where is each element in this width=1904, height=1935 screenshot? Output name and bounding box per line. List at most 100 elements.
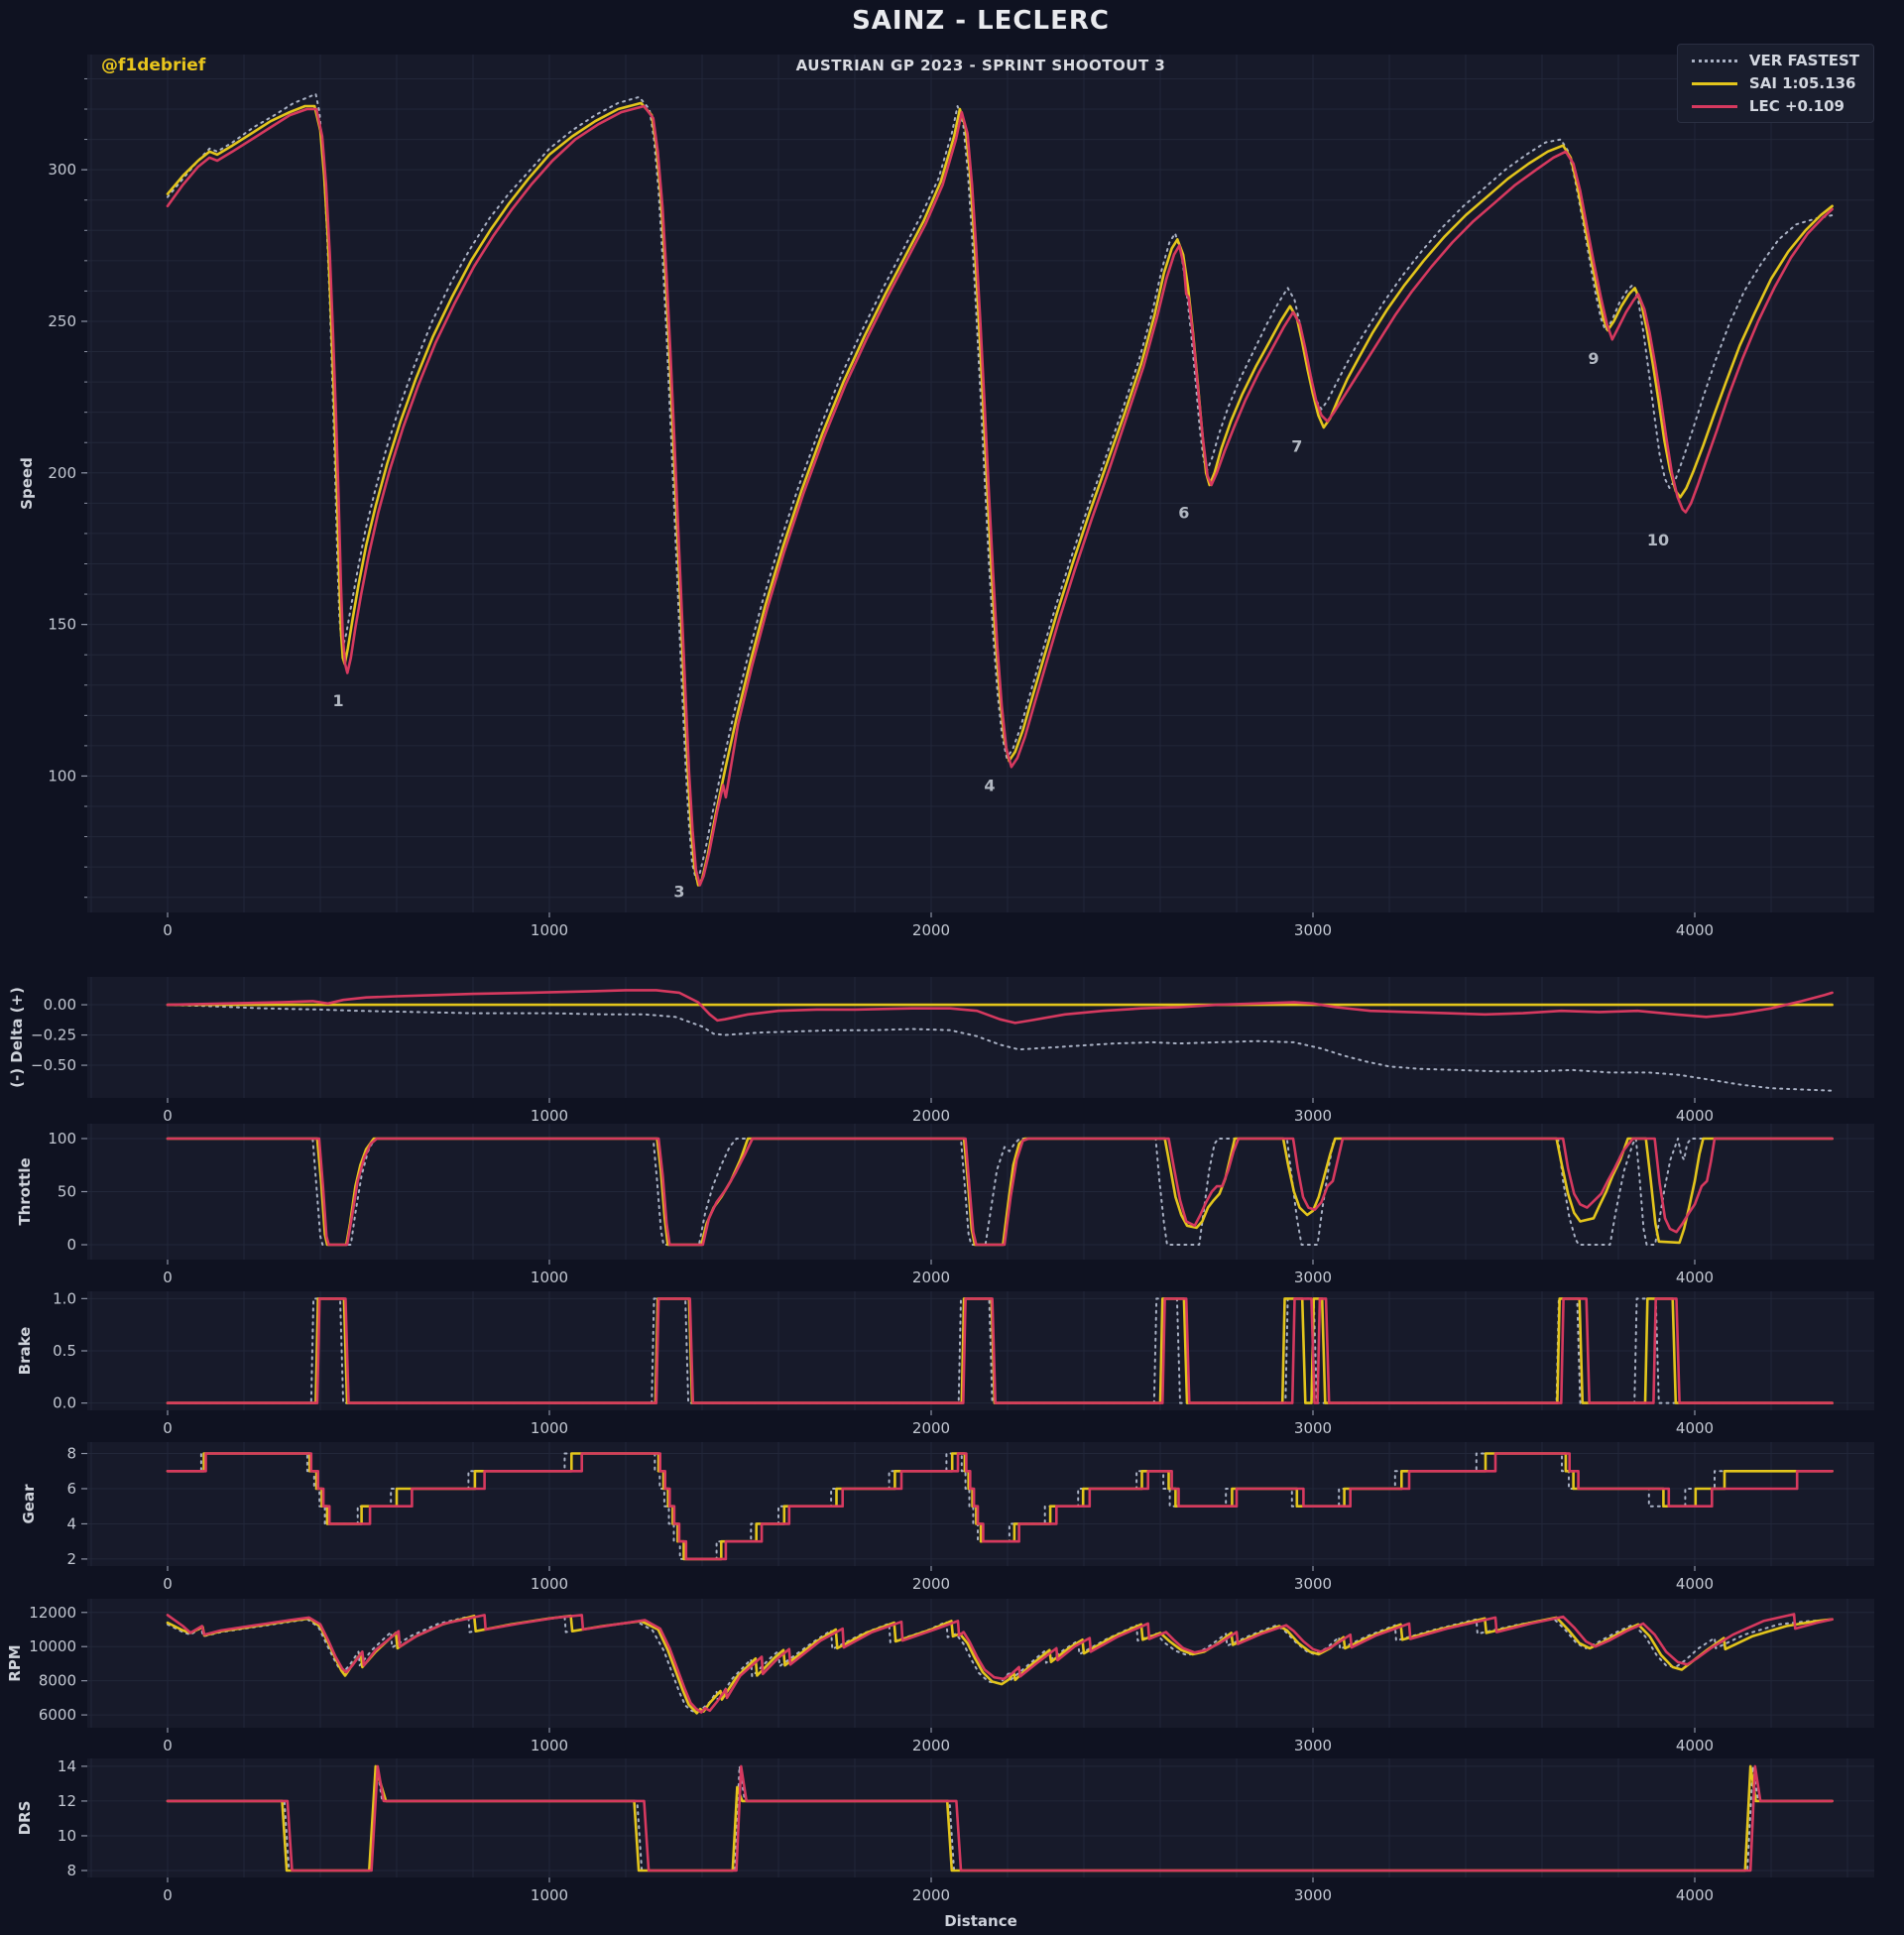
ytick-delta: −0.50 (31, 1056, 76, 1074)
ytick-brake: 0.0 (53, 1394, 76, 1412)
xtick-throttle: 0 (163, 1269, 173, 1286)
xtick-drs: 1000 (531, 1886, 568, 1904)
ytick-gear: 8 (66, 1445, 76, 1463)
ytick-drs: 10 (58, 1827, 76, 1845)
session-subtitle: AUSTRIAN GP 2023 - SPRINT SHOOTOUT 3 (795, 57, 1166, 74)
xtick-rpm: 2000 (912, 1737, 950, 1754)
ver-line-sample-icon (1691, 59, 1737, 62)
xtick-delta: 4000 (1676, 1107, 1714, 1125)
xtick-drs: 3000 (1294, 1886, 1332, 1904)
sai-line-sample-icon (1691, 81, 1737, 85)
xtick-gear: 0 (163, 1575, 173, 1593)
x-axis-title: Distance (944, 1912, 1017, 1930)
series-lec-rpm (166, 1613, 1834, 1714)
page-title: SAINZ - LECLERC (852, 6, 1110, 36)
legend: VER FASTEST SAI 1:05.136 LEC +0.109 (1676, 44, 1874, 123)
y-axis-title-delta: (-) Delta (+) (8, 987, 26, 1088)
ytick-speed: 300 (48, 161, 76, 179)
ytick-speed: 250 (48, 312, 76, 330)
xtick-rpm: 0 (163, 1737, 173, 1754)
xtick-delta: 3000 (1294, 1107, 1332, 1125)
series-ver-throttle (167, 1138, 1834, 1246)
xtick-brake: 0 (163, 1419, 173, 1437)
corner-label-7: 7 (1291, 436, 1302, 455)
xtick-throttle: 3000 (1294, 1269, 1332, 1286)
legend-item-sai: SAI 1:05.136 (1691, 74, 1859, 92)
xtick-throttle: 1000 (531, 1269, 568, 1286)
corner-label-10: 10 (1647, 531, 1669, 549)
xtick-rpm: 3000 (1294, 1737, 1332, 1754)
y-axis-title-brake: Brake (16, 1327, 34, 1376)
legend-label-ver: VER FASTEST (1748, 52, 1859, 69)
ytick-throttle: 50 (58, 1183, 76, 1201)
series-ver-delta (167, 1004, 1834, 1092)
series-lec-drs (166, 1764, 1834, 1873)
xtick-drs: 2000 (912, 1886, 950, 1904)
xtick-delta: 2000 (912, 1107, 950, 1125)
xtick-drs: 4000 (1676, 1886, 1714, 1904)
ytick-brake: 0.5 (53, 1342, 76, 1360)
y-axis-title-rpm: RPM (6, 1644, 24, 1681)
xtick-speed: 0 (163, 921, 173, 939)
series-lec-brake (166, 1297, 1834, 1404)
xtick-gear: 1000 (531, 1575, 568, 1593)
y-axis-title-speed: Speed (18, 457, 36, 510)
y-axis-title-drs: DRS (16, 1801, 34, 1836)
xtick-brake: 4000 (1676, 1419, 1714, 1437)
xtick-delta: 1000 (531, 1107, 568, 1125)
legend-label-sai: SAI 1:05.136 (1748, 74, 1856, 92)
ytick-gear: 4 (66, 1514, 76, 1532)
xtick-speed: 2000 (912, 921, 950, 939)
series-lec-gear (166, 1452, 1834, 1561)
corner-label-1: 1 (333, 691, 344, 710)
xtick-rpm: 1000 (531, 1737, 568, 1754)
xtick-brake: 3000 (1294, 1419, 1332, 1437)
xtick-gear: 3000 (1294, 1575, 1332, 1593)
xtick-speed: 3000 (1294, 921, 1332, 939)
xtick-throttle: 4000 (1676, 1269, 1714, 1286)
ytick-speed: 200 (48, 464, 76, 482)
xtick-drs: 0 (163, 1886, 173, 1904)
corner-label-6: 6 (1178, 504, 1189, 523)
panel-drs: 8 10 12 14 0 1000 2000 3000 4000 DRS (16, 1757, 1874, 1904)
ytick-drs: 12 (58, 1792, 76, 1810)
ytick-delta: −0.25 (31, 1027, 76, 1044)
xtick-speed: 4000 (1676, 921, 1714, 939)
corner-label-3: 3 (673, 883, 684, 902)
xtick-throttle: 2000 (912, 1269, 950, 1286)
watermark-handle: @f1debrief (101, 56, 206, 75)
series-sai-rpm (166, 1614, 1834, 1715)
xtick-speed: 1000 (531, 921, 568, 939)
series-lec-delta (166, 989, 1834, 1025)
xtick-brake: 1000 (531, 1419, 568, 1437)
ytick-throttle: 0 (66, 1236, 76, 1254)
ytick-rpm: 6000 (39, 1706, 76, 1724)
ytick-rpm: 12000 (29, 1604, 76, 1622)
panel-brake: 0.0 0.5 1.0 0 1000 2000 3000 4000 Brake (16, 1289, 1874, 1437)
y-axis-title-throttle: Throttle (16, 1157, 34, 1225)
ytick-rpm: 10000 (29, 1637, 76, 1655)
xtick-brake: 2000 (912, 1419, 950, 1437)
xtick-gear: 4000 (1676, 1575, 1714, 1593)
ytick-throttle: 100 (48, 1130, 76, 1148)
legend-label-lec: LEC +0.109 (1748, 97, 1844, 115)
legend-item-lec: LEC +0.109 (1691, 97, 1859, 115)
legend-item-ver: VER FASTEST (1691, 52, 1859, 69)
series-lec-throttle (166, 1137, 1834, 1247)
corner-label-4: 4 (984, 777, 995, 795)
ytick-brake: 1.0 (53, 1289, 76, 1307)
panel-rpm: 6000 8000 10000 12000 0 1000 2000 3000 4000 RPM (6, 1599, 1874, 1754)
y-axis-title-gear: Gear (20, 1484, 38, 1524)
panel-delta: 0.00 −0.25 −0.50 0 1000 2000 3000 4000 (-) Delta… (8, 977, 1874, 1125)
series-lec-speed (166, 104, 1834, 887)
series-ver-speed (167, 92, 1834, 881)
ytick-speed: 150 (48, 616, 76, 634)
lec-line-sample-icon (1691, 104, 1737, 108)
xtick-delta: 0 (163, 1107, 173, 1125)
ytick-delta: 0.00 (44, 996, 76, 1014)
corner-label-9: 9 (1588, 349, 1599, 368)
